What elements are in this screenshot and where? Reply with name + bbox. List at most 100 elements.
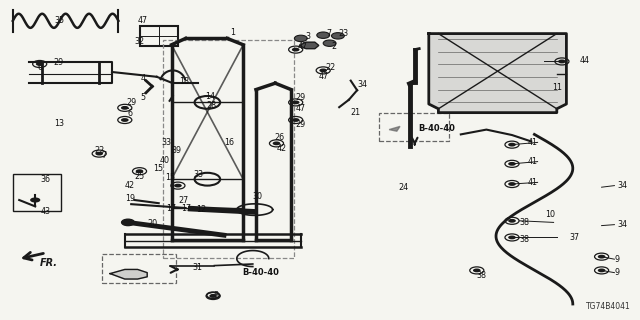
Circle shape [558, 60, 566, 63]
Text: 13: 13 [54, 119, 65, 128]
Text: 40: 40 [160, 156, 170, 164]
Text: 3: 3 [306, 32, 311, 41]
Circle shape [121, 118, 129, 122]
Text: 41: 41 [528, 157, 538, 166]
Text: 29: 29 [296, 93, 306, 102]
Text: 17: 17 [166, 204, 177, 213]
Text: 42: 42 [125, 181, 135, 190]
Circle shape [136, 169, 143, 173]
Text: 28: 28 [207, 101, 217, 110]
Circle shape [292, 100, 300, 104]
Circle shape [174, 184, 182, 188]
Text: 7: 7 [326, 29, 332, 38]
Text: 20: 20 [147, 220, 157, 228]
Text: 34: 34 [618, 181, 628, 190]
Text: 22: 22 [325, 63, 335, 72]
Text: 43: 43 [40, 207, 51, 216]
Text: 32: 32 [134, 37, 145, 46]
Circle shape [332, 33, 344, 39]
Circle shape [598, 268, 605, 272]
Bar [13, 174, 61, 211]
Text: 47: 47 [296, 104, 306, 113]
Text: 41: 41 [528, 138, 538, 147]
Text: B-40-40: B-40-40 [242, 268, 279, 277]
Text: 38: 38 [520, 236, 530, 244]
Text: 25: 25 [134, 172, 145, 180]
Polygon shape [429, 34, 566, 113]
Text: 8: 8 [213, 292, 218, 300]
Text: 21: 21 [351, 108, 361, 117]
Text: 34: 34 [618, 220, 628, 229]
Text: 47: 47 [138, 16, 148, 25]
Circle shape [292, 118, 300, 122]
Text: 37: 37 [570, 233, 580, 242]
Text: 33: 33 [162, 138, 172, 147]
Circle shape [211, 294, 216, 297]
Text: 41: 41 [528, 178, 538, 187]
Text: 30: 30 [253, 192, 263, 201]
Text: 39: 39 [172, 146, 182, 155]
Text: 27: 27 [178, 196, 188, 204]
Circle shape [508, 182, 516, 186]
Text: 29: 29 [53, 58, 63, 67]
Text: 15: 15 [165, 173, 175, 182]
Text: 17: 17 [181, 204, 191, 213]
Circle shape [323, 40, 336, 46]
Circle shape [294, 35, 307, 42]
Bar [140, 26, 178, 46]
Circle shape [292, 48, 300, 52]
Text: 35: 35 [54, 16, 65, 25]
Text: 44: 44 [579, 56, 589, 65]
Circle shape [508, 219, 516, 223]
Polygon shape [300, 42, 319, 49]
Circle shape [508, 143, 516, 147]
Text: 33: 33 [193, 170, 204, 179]
Text: TG74B4041: TG74B4041 [586, 302, 630, 311]
Text: 10: 10 [545, 210, 556, 219]
Text: B-40-40: B-40-40 [419, 124, 456, 133]
Text: 11: 11 [552, 83, 562, 92]
Text: 6: 6 [128, 109, 133, 118]
Text: 47: 47 [319, 72, 329, 81]
Text: 16: 16 [224, 138, 234, 147]
Polygon shape [389, 126, 400, 131]
Text: 9: 9 [614, 255, 620, 264]
Text: 6: 6 [37, 63, 42, 72]
Circle shape [508, 236, 516, 239]
Circle shape [508, 162, 516, 166]
Text: 5: 5 [141, 93, 146, 102]
Text: 19: 19 [125, 194, 135, 203]
Text: 12: 12 [196, 205, 207, 214]
Circle shape [473, 268, 481, 272]
Text: 31: 31 [192, 263, 202, 272]
Circle shape [36, 62, 44, 66]
Text: 29: 29 [296, 120, 306, 129]
Circle shape [30, 197, 40, 203]
Polygon shape [110, 269, 147, 279]
Text: 34: 34 [357, 80, 367, 89]
Text: 15: 15 [154, 164, 164, 172]
Text: 24: 24 [398, 183, 408, 192]
Text: 18: 18 [179, 77, 189, 86]
Text: 47: 47 [298, 42, 308, 51]
Text: 9: 9 [614, 268, 620, 277]
Text: FR.: FR. [40, 258, 58, 268]
Text: 14: 14 [205, 92, 215, 101]
Circle shape [95, 152, 103, 156]
Circle shape [598, 255, 605, 259]
Circle shape [319, 68, 327, 72]
Text: 26: 26 [274, 133, 284, 142]
Text: 23: 23 [338, 29, 348, 38]
Text: 2: 2 [332, 42, 337, 51]
Text: 4: 4 [141, 74, 146, 83]
Text: 1: 1 [230, 28, 236, 36]
Text: 29: 29 [127, 98, 137, 107]
Text: 42: 42 [276, 144, 287, 153]
Circle shape [209, 294, 217, 298]
Text: 38: 38 [520, 218, 530, 227]
Text: 36: 36 [40, 175, 51, 184]
Circle shape [273, 141, 280, 145]
Circle shape [121, 106, 129, 110]
Circle shape [317, 32, 330, 38]
Text: 22: 22 [95, 146, 105, 155]
